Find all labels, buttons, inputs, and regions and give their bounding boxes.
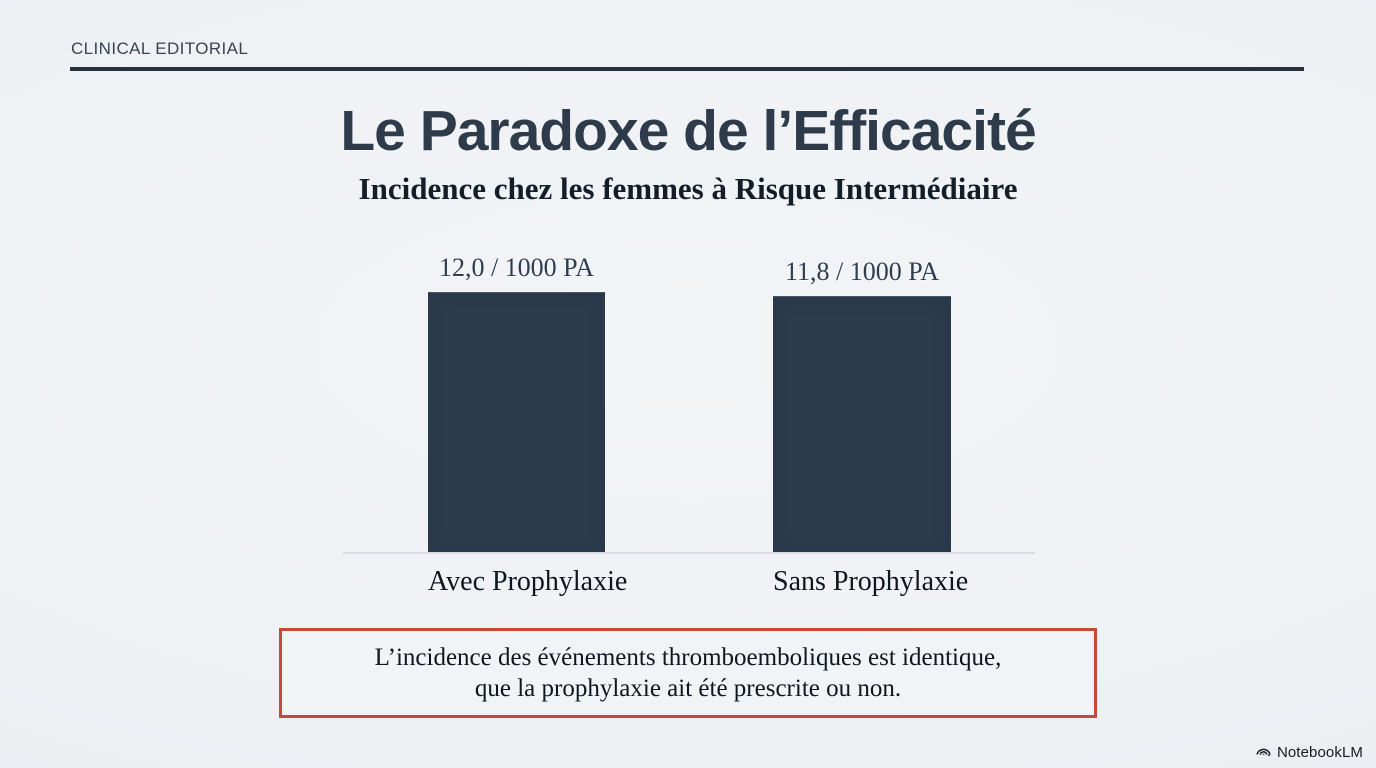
category-label-sans-prophylaxie: Sans Prophylaxie: [773, 566, 969, 597]
callout-text-line2: que la prophylaxie ait été prescrite ou …: [474, 674, 902, 702]
callout-box: L’incidence des événements thromboemboli…: [279, 628, 1097, 718]
bar-value-label: 11,8 / 1000 PA: [784, 257, 940, 286]
callout-text-line1: L’incidence des événements thromboemboli…: [374, 643, 1002, 671]
bar-group-avec-prophylaxie: 12,0 / 1000 PA: [428, 253, 605, 553]
chart-baseline: [343, 552, 1035, 554]
bar-value-label: 12,0 / 1000 PA: [438, 253, 595, 282]
category-label-avec-prophylaxie: Avec Prophylaxie: [428, 566, 628, 597]
notebooklm-watermark: NotebookLM: [1255, 744, 1363, 761]
bar-group-sans-prophylaxie: 11,8 / 1000 PA: [773, 257, 951, 553]
bar-sans-prophylaxie: [773, 296, 951, 553]
page-subtitle: Incidence chez les femmes à Risque Inter…: [358, 171, 1018, 206]
bar-avec-prophylaxie: [428, 292, 605, 553]
header-rule: [70, 67, 1304, 71]
notebooklm-logo-icon: [1255, 744, 1272, 761]
page-title: Le Paradoxe de l’Efficacité: [340, 99, 1036, 163]
notebooklm-label: NotebookLM: [1276, 744, 1363, 761]
eyebrow-label: CLINICAL EDITORIAL: [71, 39, 249, 58]
